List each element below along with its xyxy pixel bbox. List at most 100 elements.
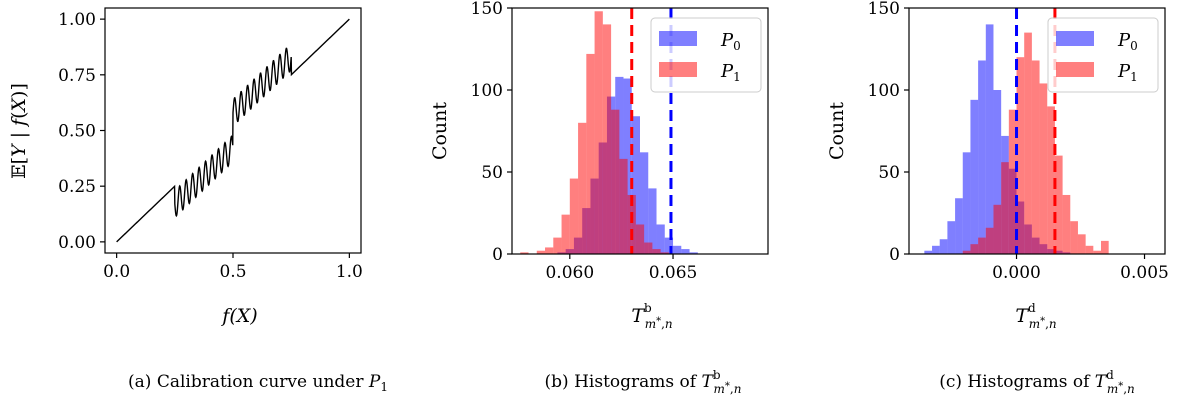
histogram-bar-p1 [1001,162,1009,254]
histogram-bar-p1 [553,237,562,254]
histogram-bar-p1 [652,249,661,254]
histogram-bar-p0 [978,60,986,255]
panel-c-ylabel: Count [826,102,848,160]
histogram-bar-p1 [1054,155,1063,254]
legend-box [1047,17,1159,93]
y-tick-label: 0.50 [58,122,96,142]
panel-a-ylabel: 𝔼[Y | f(X)] [8,83,30,179]
histogram-bar-p1 [520,252,529,254]
histogram-bar-p0 [673,245,682,254]
histogram-bar-p1 [627,194,636,254]
histogram-bar-p0 [993,90,1002,254]
histogram-bar-p1 [962,250,971,254]
histogram-bar-p0 [932,245,940,254]
x-tick-label: 0.0 [103,262,130,282]
y-tick-label: 0.75 [58,66,96,86]
panel-b-bars [520,11,698,255]
histogram-bar-p1 [578,122,587,254]
x-tick-label: 0.065 [649,263,698,283]
x-tick-label: 0.000 [992,263,1041,283]
histogram-bar-p0 [970,99,979,254]
legend-p1-swatch [659,62,697,77]
histogram-bar-p1 [611,109,620,255]
y-tick-label: 150 [471,0,503,19]
panel-b-ylabel: Count [429,102,451,160]
histogram-bar-p1 [536,250,546,254]
histogram-bar-p0 [947,221,956,254]
histogram-bar-p0 [962,152,971,254]
histogram-bar-p1 [619,158,628,254]
histogram-bar-p1 [569,178,579,254]
x-tick-label: 0.005 [1120,263,1169,283]
panel-b-ticks: 0.060 0.065 0 50 100 150 [471,0,698,283]
x-tick-label: 1.0 [336,262,363,282]
y-tick-label: 100 [868,81,900,101]
histogram-bar-p1 [644,242,653,254]
histogram-bar-p1 [985,227,994,254]
histogram-bar-p1 [660,252,669,254]
legend-box [650,17,762,93]
y-tick-label: 150 [868,0,900,19]
panel-a-calibration: 0.0 0.5 1.0 0.00 0.25 0.50 0.75 1.00 f(X) 𝔼[Y |… [8,7,388,394]
panel-c-bars [924,24,1109,255]
histogram-bar-p1 [561,214,570,254]
histogram-bar-p1 [1016,57,1025,255]
histogram-bar-p1 [1024,32,1032,254]
y-tick-label: 0.25 [58,177,96,197]
legend-p0-swatch [1056,31,1094,46]
panel-b-xlabel: Tb m*,n [631,301,672,331]
histogram-bar-p0 [985,24,994,255]
calibration-curve [116,18,350,243]
panel-b-caption: (b) Histograms of Tb m*,n [545,368,742,396]
panel-a-caption: (a) Calibration curve under P1 [128,372,388,394]
histogram-bar-p1 [978,237,986,254]
y-tick-label: 50 [878,163,900,183]
panel-a-ticks: 0.0 0.5 1.0 0.00 0.25 0.50 0.75 1.00 [58,10,363,282]
histogram-bar-p0 [689,252,698,254]
y-tick-label: 100 [471,81,503,101]
histogram-bar-p0 [648,188,657,254]
histogram-bar-p1 [545,247,554,254]
histogram-bar-p1 [1070,221,1078,254]
histogram-bar-p1 [970,244,979,254]
panel-a-xlabel: f(X) [220,305,257,327]
histogram-bar-p1 [1008,109,1017,255]
x-tick-label: 0.060 [545,263,594,283]
histogram-bar-p0 [939,239,948,254]
y-tick-label: 0.00 [58,233,96,253]
y-tick-label: 0 [889,245,900,265]
y-tick-label: 50 [481,163,503,183]
histogram-bar-p1 [1093,250,1101,254]
histogram-bar-p1 [1039,83,1048,254]
histogram-bar-p0 [924,250,933,254]
histogram-bar-p0 [664,237,674,254]
y-tick-label: 1.00 [58,10,96,30]
y-tick-label: 0 [492,245,503,265]
histogram-bar-p1 [635,224,645,254]
histogram-bar-p1 [586,53,595,254]
histogram-bar-p1 [594,11,603,255]
histogram-bar-p1 [1101,240,1109,254]
histogram-bar-p1 [1047,106,1055,255]
legend-p0-swatch [659,31,697,46]
panel-c-xlabel: Td m*,n [1015,301,1056,331]
histogram-bar-p0 [640,152,649,254]
histogram-bar-p1 [1085,245,1094,254]
histogram-bar-p0 [681,249,690,254]
histogram-bar-p1 [993,204,1002,254]
histogram-bar-p0 [656,224,665,254]
histogram-bar-p0 [955,198,963,254]
histogram-bar-p1 [602,24,612,255]
panel-b-frame [511,7,769,255]
panel-c-frame [908,7,1166,255]
histogram-bar-p1 [1077,234,1086,254]
panel-c-caption: (c) Histograms of Td m*,n [939,368,1135,396]
panel-c-ticks: 0.000 0.005 0 50 100 150 [868,0,1169,283]
histogram-bar-p1 [1031,60,1040,255]
histogram-bar-p1 [1062,194,1071,254]
legend-p1-swatch [1056,62,1094,77]
